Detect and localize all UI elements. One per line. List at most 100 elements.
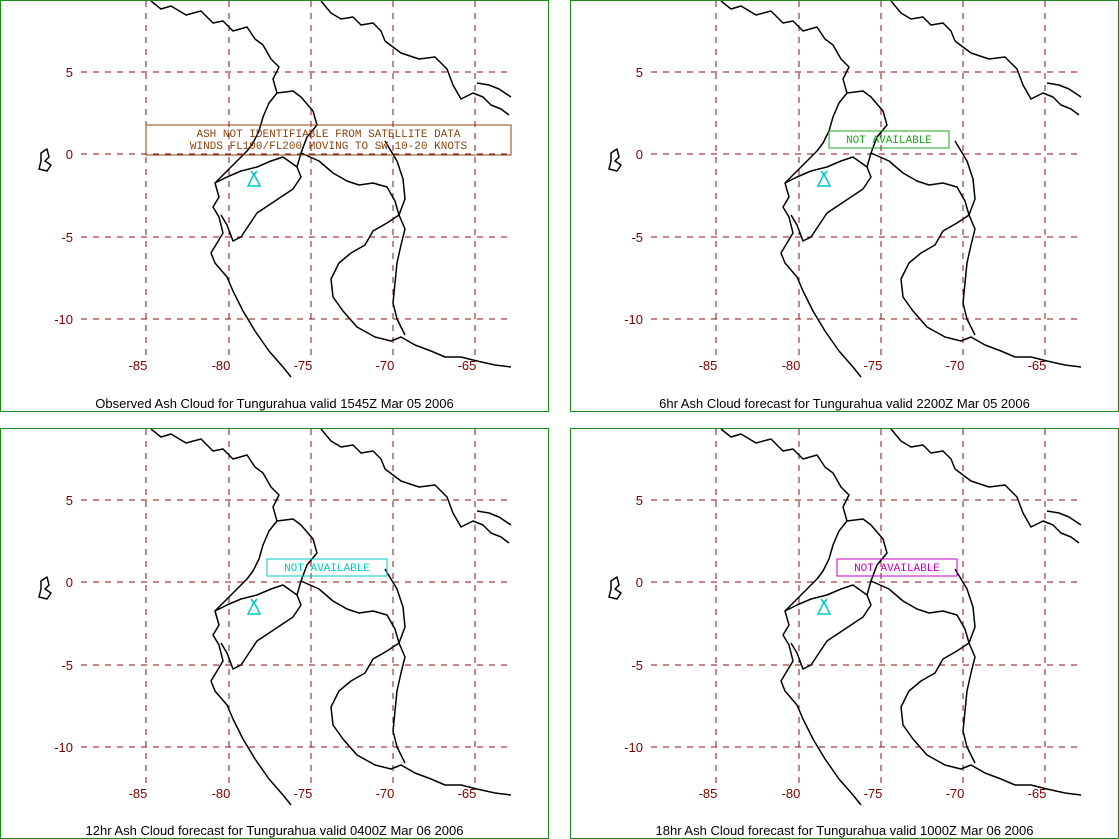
coastline-segment xyxy=(384,568,406,644)
status-message-line: NOT AVAILABLE xyxy=(854,563,940,575)
coastline-segment xyxy=(300,152,512,368)
status-message-line: WINDS FL100/FL200 MOVING TO SW 10-20 KNO… xyxy=(190,141,468,153)
coastline-segment xyxy=(954,40,1080,116)
panel-observed: 5 0 -5 -10 -85 -80 -75 -70 -65 ASH NOT IDENTIFIAB… xyxy=(0,0,549,412)
lon-tick-label: -80 xyxy=(782,786,801,801)
status-message-box: NOT AVAILABLE xyxy=(836,558,958,577)
coastline-segment xyxy=(962,214,976,336)
coastline-segment xyxy=(476,510,512,526)
galapagos-island xyxy=(608,148,622,172)
volcano-icon xyxy=(246,598,262,615)
map-12hr-forecast: 5 0 -5 -10 -85 -80 -75 -70 -65 NOT AVAILABLE xyxy=(38,429,512,806)
lon-tick-label: -75 xyxy=(294,786,313,801)
coastline-segment xyxy=(150,429,292,806)
coastline-segment xyxy=(384,468,510,544)
lon-tick-label: -80 xyxy=(782,358,801,373)
coastline-segment xyxy=(150,1,292,378)
lat-tick-label: 5 xyxy=(66,493,73,508)
coastline-segment xyxy=(1046,510,1082,526)
graticule xyxy=(651,1,1081,359)
coastline-segment xyxy=(784,156,872,242)
panel-18hr-forecast: 5 0 -5 -10 -85 -80 -75 -70 -65 NOT AVAILABLE 18hr… xyxy=(570,428,1119,839)
status-message-line: ASH NOT IDENTIFIABLE FROM SATELLITE DATA xyxy=(196,129,460,141)
map-6hr-forecast: 5 0 -5 -10 -85 -80 -75 -70 -65 NOT AVAILABLE xyxy=(608,1,1082,378)
volcano-icon xyxy=(246,170,262,187)
lon-tick-label: -80 xyxy=(212,358,231,373)
panel-title: 18hr Ash Cloud forecast for Tungurahua v… xyxy=(655,823,1034,838)
volcano-icon xyxy=(816,170,832,187)
coastline-segment xyxy=(890,1,956,42)
coastline-segment xyxy=(846,518,888,596)
status-message-line: NOT AVAILABLE xyxy=(846,135,932,147)
lon-tick-label: -65 xyxy=(458,786,477,801)
coastline xyxy=(608,1,1082,378)
graticule xyxy=(651,429,1081,787)
lon-tick-label: -80 xyxy=(212,786,231,801)
lat-tick-label: 5 xyxy=(636,493,643,508)
lon-tick-label: -75 xyxy=(864,358,883,373)
coastline-segment xyxy=(890,429,956,470)
coastline xyxy=(38,1,512,378)
coastline xyxy=(38,429,512,806)
lat-tick-label: 0 xyxy=(66,575,73,590)
coastline-segment xyxy=(384,140,406,216)
lat-tick-label: -5 xyxy=(631,658,643,673)
coastline-segment xyxy=(720,429,862,806)
galapagos-island xyxy=(38,148,52,172)
volcano-icon xyxy=(816,598,832,615)
status-message-line: NOT AVAILABLE xyxy=(284,563,370,575)
coastline-segment xyxy=(962,642,976,764)
status-message-box: NOT AVAILABLE xyxy=(828,130,950,149)
lat-tick-label: -10 xyxy=(54,740,73,755)
coastline-segment xyxy=(870,152,1082,368)
panel-title: 12hr Ash Cloud forecast for Tungurahua v… xyxy=(85,823,464,838)
lon-tick-label: -70 xyxy=(946,786,965,801)
coastline-segment xyxy=(320,1,386,42)
coastline-segment xyxy=(300,580,512,796)
coastline xyxy=(608,429,1082,806)
lat-tick-label: 5 xyxy=(66,65,73,80)
map-observed: 5 0 -5 -10 -85 -80 -75 -70 -65 ASH NOT IDENTIFIAB… xyxy=(38,1,512,378)
lon-tick-label: -70 xyxy=(376,358,395,373)
panel-title: Observed Ash Cloud for Tungurahua valid … xyxy=(95,396,454,411)
panel-title: 6hr Ash Cloud forecast for Tungurahua va… xyxy=(659,396,1030,411)
coastline-segment xyxy=(870,580,1082,796)
lat-tick-label: 0 xyxy=(636,147,643,162)
coastline-segment xyxy=(392,214,406,336)
galapagos-island xyxy=(608,576,622,600)
lon-tick-label: -65 xyxy=(458,358,477,373)
lat-tick-label: 5 xyxy=(636,65,643,80)
lon-tick-label: -70 xyxy=(946,358,965,373)
map-18hr-forecast: 5 0 -5 -10 -85 -80 -75 -70 -65 NOT AVAILABLE xyxy=(608,429,1082,806)
lon-tick-label: -85 xyxy=(699,358,718,373)
lat-tick-label: 0 xyxy=(66,147,73,162)
coastline-segment xyxy=(276,90,318,168)
lat-tick-label: -5 xyxy=(61,230,73,245)
lon-tick-label: -75 xyxy=(294,358,313,373)
lat-tick-label: -10 xyxy=(624,312,643,327)
coastline-segment xyxy=(720,1,862,378)
coastline-segment xyxy=(846,90,888,168)
lon-tick-label: -65 xyxy=(1028,358,1047,373)
lat-tick-label: -5 xyxy=(631,230,643,245)
status-message-box: ASH NOT IDENTIFIABLE FROM SATELLITE DATA… xyxy=(145,124,512,156)
lon-tick-label: -70 xyxy=(376,786,395,801)
graticule xyxy=(81,429,511,787)
coastline-segment xyxy=(276,518,318,596)
lat-tick-label: -5 xyxy=(61,658,73,673)
coastline-segment xyxy=(954,468,1080,544)
lat-tick-label: 0 xyxy=(636,575,643,590)
lon-tick-label: -85 xyxy=(129,786,148,801)
galapagos-island xyxy=(38,576,52,600)
coastline-segment xyxy=(1046,82,1082,98)
coastline-segment xyxy=(214,584,302,670)
lon-tick-label: -85 xyxy=(129,358,148,373)
coastline-segment xyxy=(384,40,510,116)
status-message-box: NOT AVAILABLE xyxy=(266,558,388,577)
lat-tick-label: -10 xyxy=(54,312,73,327)
coastline-segment xyxy=(214,156,302,242)
lon-tick-label: -85 xyxy=(699,786,718,801)
lat-tick-label: -10 xyxy=(624,740,643,755)
coastline-segment xyxy=(392,642,406,764)
panel-6hr-forecast: 5 0 -5 -10 -85 -80 -75 -70 -65 NOT AVAILABLE 6hr … xyxy=(570,0,1119,412)
